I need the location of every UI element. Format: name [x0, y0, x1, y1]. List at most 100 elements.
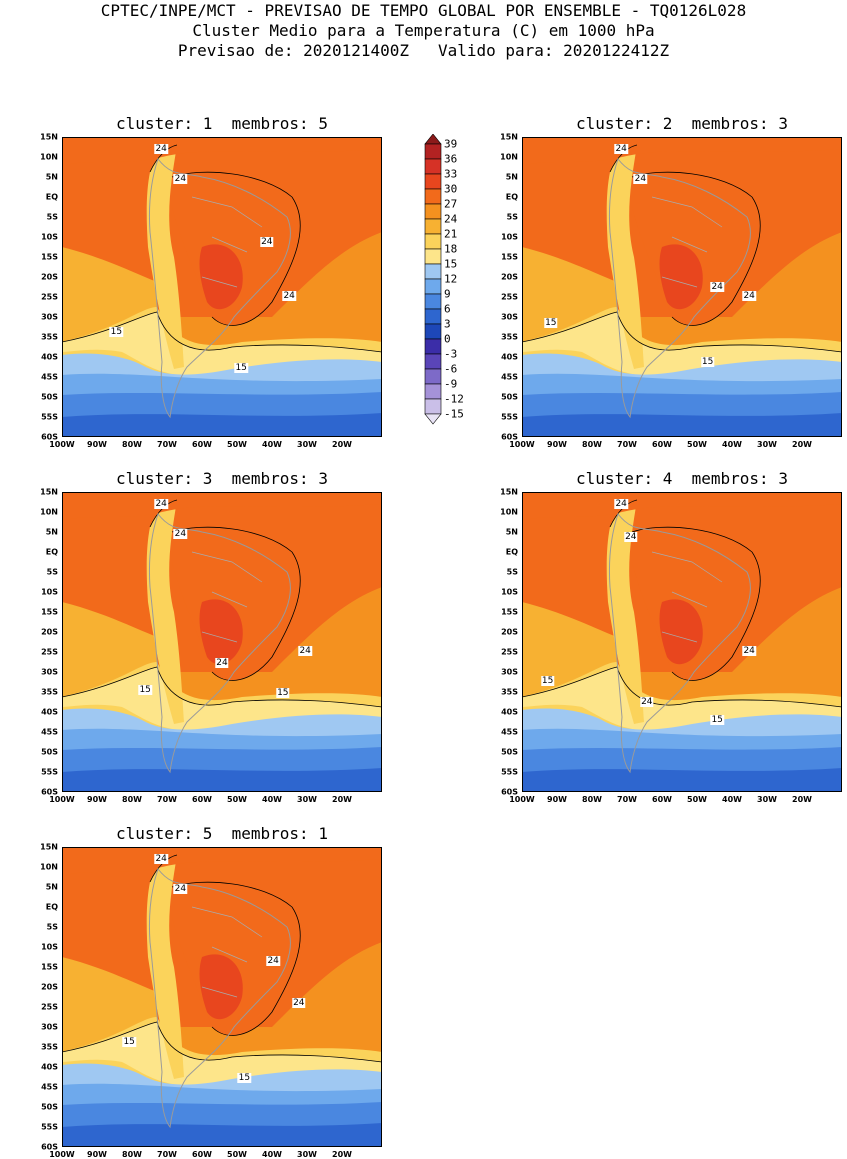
- latitude-tick-label: 40S: [41, 707, 58, 717]
- contour-label: 24: [742, 291, 756, 301]
- longitude-tick-label: 50W: [687, 795, 707, 804]
- latitude-tick-label: 35S: [41, 687, 58, 697]
- colorbar-swatch: [424, 323, 442, 340]
- latitude-tick-label: 55S: [501, 767, 518, 777]
- latitude-tick-label: 5S: [46, 922, 58, 932]
- contour-label: 24: [292, 998, 306, 1008]
- longitude-tick-label: 40W: [262, 440, 282, 449]
- contour-label: 15: [540, 676, 555, 686]
- latitude-tick-label: 5S: [506, 567, 518, 577]
- colorbar-swatch: [424, 158, 442, 175]
- colorbar-label: -6: [444, 362, 458, 376]
- latitude-tick-label: EQ: [45, 902, 58, 912]
- map-field: [62, 847, 382, 1147]
- latitude-tick-label: 60S: [501, 432, 518, 442]
- longitude-tick-label: 40W: [262, 1150, 282, 1159]
- latitude-tick-label: 5S: [46, 212, 58, 222]
- latitude-tick-label: 40S: [41, 1062, 58, 1072]
- colorbar-swatch: [424, 383, 442, 400]
- latitude-tick-label: 20S: [41, 627, 58, 637]
- latitude-tick-label: 45S: [41, 372, 58, 382]
- contour-label: 24: [173, 884, 188, 894]
- longitude-axis: 100W 90W 80W 70W 60W 50W 40W 30W 20W: [49, 792, 382, 804]
- longitude-tick-label: 60W: [192, 795, 212, 804]
- latitude-tick-label: 20S: [501, 627, 518, 637]
- longitude-axis: 100W 90W 80W 70W 60W 50W 40W 30W 20W: [49, 437, 382, 449]
- longitude-tick-label: 90W: [547, 795, 567, 804]
- latitude-tick-label: 5N: [505, 172, 518, 182]
- latitude-tick-label: 15N: [40, 132, 58, 142]
- contour-label: 24: [640, 697, 654, 707]
- header-line-1: CPTEC/INPE/MCT - PREVISAO DE TEMPO GLOBA…: [100, 1, 747, 20]
- latitude-tick-label: 50S: [501, 392, 518, 402]
- latitude-tick-label: 15N: [500, 132, 518, 142]
- temperature-map-cluster-4: 24 24 24 24 15 15 15N 10N 5N EQ 5S 10S 15S 20S 25S 30S 3…: [500, 488, 842, 804]
- colorbar-swatch: [424, 338, 442, 355]
- colorbar-label: 15: [444, 257, 458, 271]
- longitude-axis: 100W 90W 80W 70W 60W 50W 40W 30W 20W: [49, 1147, 382, 1159]
- contour-label: 15: [109, 327, 124, 337]
- longitude-tick-label: 70W: [157, 440, 177, 449]
- colorbar-swatch: [424, 203, 442, 220]
- longitude-tick-label: 70W: [157, 1150, 177, 1159]
- map-field: [522, 492, 842, 792]
- latitude-tick-label: 35S: [41, 332, 58, 342]
- longitude-tick-label: 50W: [227, 440, 247, 449]
- latitude-tick-label: 15S: [501, 607, 518, 617]
- longitude-tick-label: 20W: [332, 440, 352, 449]
- latitude-tick-label: 30S: [41, 312, 58, 322]
- latitude-tick-label: 45S: [41, 727, 58, 737]
- longitude-tick-label: 30W: [757, 795, 777, 804]
- latitude-tick-label: 45S: [501, 372, 518, 382]
- temperature-map-cluster-5: 24 24 24 24 15 15 15N 10N 5N EQ 5S 10S 15S 20S 25S 30S 3…: [40, 843, 382, 1159]
- colorbar-swatch: [424, 248, 442, 265]
- latitude-tick-label: 40S: [41, 352, 58, 362]
- longitude-tick-label: 30W: [297, 795, 317, 804]
- latitude-tick-label: 25S: [41, 647, 58, 657]
- latitude-tick-label: 35S: [41, 1042, 58, 1052]
- latitude-tick-label: 5N: [45, 172, 58, 182]
- latitude-tick-label: 25S: [41, 1002, 58, 1012]
- colorbar-label: -15: [444, 407, 464, 421]
- latitude-tick-label: 25S: [501, 292, 518, 302]
- contour-label: 24: [154, 499, 168, 509]
- latitude-tick-label: 60S: [501, 787, 518, 797]
- latitude-tick-label: 5N: [505, 527, 518, 537]
- longitude-tick-label: 30W: [297, 440, 317, 449]
- latitude-tick-label: 10S: [41, 232, 58, 242]
- contour-label: 24: [614, 499, 628, 509]
- longitude-tick-label: 60W: [192, 1150, 212, 1159]
- longitude-tick-label: 60W: [652, 795, 672, 804]
- latitude-tick-label: 10N: [40, 507, 58, 517]
- map-field: [62, 137, 382, 437]
- colorbar-label: -3: [444, 347, 458, 361]
- latitude-tick-label: 35S: [501, 332, 518, 342]
- longitude-tick-label: 80W: [122, 440, 142, 449]
- latitude-tick-label: 15S: [41, 607, 58, 617]
- latitude-tick-label: 5N: [45, 882, 58, 892]
- latitude-axis: 15N 10N 5N EQ 5S 10S 15S 20S 25S 30S 35S 40S 45S 50S 5…: [22, 488, 60, 797]
- longitude-axis: 100W 90W 80W 70W 60W 50W 40W 30W 20W: [509, 792, 842, 804]
- latitude-tick-label: 10S: [501, 587, 518, 597]
- contour-label: 24: [742, 646, 756, 656]
- latitude-tick-label: 10S: [501, 232, 518, 242]
- latitude-tick-label: 15N: [40, 487, 58, 497]
- contour-label: 15: [700, 357, 715, 367]
- latitude-tick-label: 10S: [41, 587, 58, 597]
- latitude-tick-label: 40S: [501, 352, 518, 362]
- contour-label: 24: [154, 144, 168, 154]
- longitude-tick-label: 30W: [297, 1150, 317, 1159]
- latitude-tick-label: EQ: [45, 192, 58, 202]
- latitude-tick-label: 30S: [41, 667, 58, 677]
- latitude-tick-label: 5S: [46, 567, 58, 577]
- longitude-tick-label: 20W: [792, 795, 812, 804]
- contour-label: 24: [260, 237, 274, 247]
- colorbar-label: 21: [444, 227, 458, 241]
- latitude-tick-label: EQ: [505, 192, 518, 202]
- latitude-tick-label: 30S: [41, 1022, 58, 1032]
- colorbar-swatch: [424, 293, 442, 310]
- longitude-tick-label: 90W: [547, 440, 567, 449]
- longitude-tick-label: 90W: [87, 440, 107, 449]
- panel-title: cluster: 3 membros: 3: [116, 469, 328, 488]
- longitude-tick-label: 70W: [157, 795, 177, 804]
